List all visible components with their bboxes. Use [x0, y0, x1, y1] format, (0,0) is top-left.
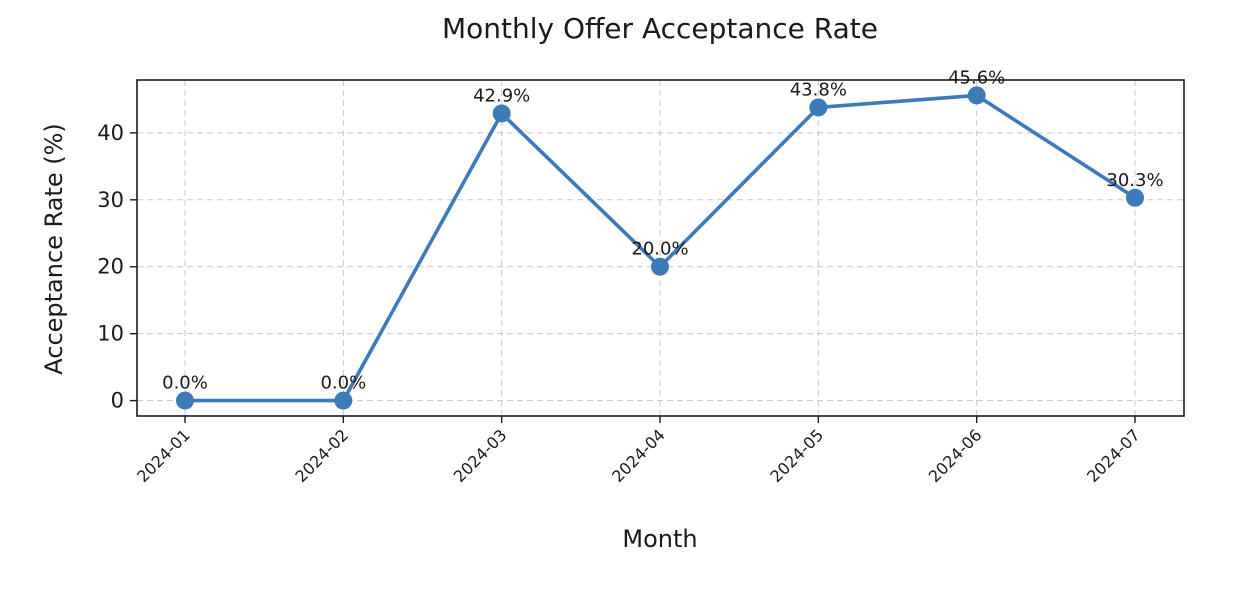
x-tick-label: 2024-01: [133, 425, 194, 486]
data-label: 0.0%: [162, 373, 208, 394]
x-axis-label: Month: [622, 525, 697, 553]
y-tick-label: 20: [97, 255, 124, 279]
data-label: 20.0%: [631, 239, 688, 260]
data-label: 45.6%: [948, 67, 1005, 88]
data-point: [492, 104, 511, 123]
x-tick-label: 2024-03: [450, 425, 511, 486]
data-point: [809, 98, 828, 117]
grid-lines: [137, 80, 1184, 416]
y-tick-label: 10: [97, 322, 124, 346]
chart-title: Monthly Offer Acceptance Rate: [442, 12, 878, 45]
x-tick-label: 2024-02: [291, 425, 352, 486]
data-point: [967, 86, 986, 105]
data-point: [176, 391, 194, 410]
data-point: [1126, 188, 1144, 207]
y-tick-label: 0: [111, 389, 124, 413]
data-point: [651, 257, 669, 276]
data-label: 0.0%: [320, 373, 366, 394]
axis-ticks: 2024-01 2024-02 2024-03 2024-04 2024-05 2024-…: [97, 121, 1144, 486]
data-label: 42.9%: [473, 85, 530, 106]
data-label: 43.8%: [790, 79, 847, 100]
data-labels: 0.0% 0.0% 42.9% 20.0% 43.8% 45.6% 30.3%: [162, 67, 1163, 393]
x-tick-label: 2024-07: [1083, 425, 1144, 486]
data-label: 30.3%: [1106, 170, 1163, 191]
series-acceptance-rate: [176, 86, 1144, 410]
y-tick-label: 30: [97, 188, 124, 212]
plot-area-frame: [136, 79, 1185, 417]
y-tick-label: 40: [97, 121, 124, 145]
y-axis-label: Acceptance Rate (%): [40, 123, 68, 375]
x-tick-label: 2024-04: [608, 425, 669, 486]
x-tick-label: 2024-06: [925, 425, 986, 486]
data-point: [334, 391, 353, 410]
x-tick-label: 2024-05: [766, 425, 827, 486]
